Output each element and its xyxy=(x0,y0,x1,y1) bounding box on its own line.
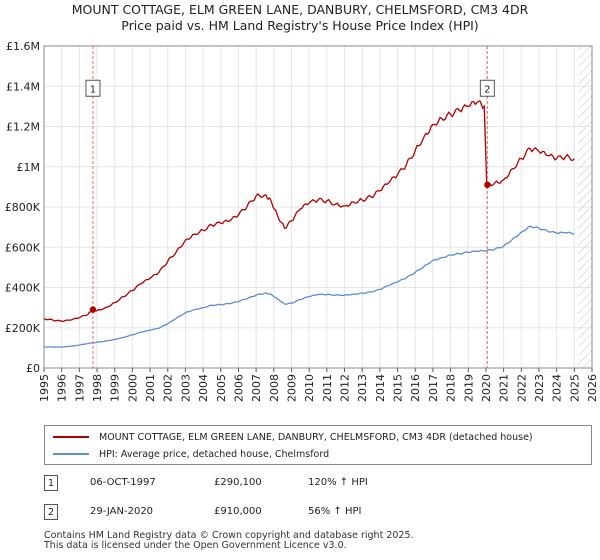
x-tick-label: 2004 xyxy=(197,374,210,402)
legend-item-property: MOUNT COTTAGE, ELM GREEN LANE, DANBURY, … xyxy=(53,429,533,445)
x-tick-label: 1996 xyxy=(56,374,69,402)
x-tick-label: 2001 xyxy=(144,374,157,402)
x-tick-label: 2016 xyxy=(409,374,422,402)
footer-line2: This data is licensed under the Open Gov… xyxy=(44,540,347,551)
x-tick-label: 1999 xyxy=(109,374,122,402)
plot-frame xyxy=(43,45,593,369)
x-tick-label: 2006 xyxy=(232,374,245,402)
hpi-line xyxy=(43,225,575,348)
footer-line1: Contains HM Land Registry data © Crown c… xyxy=(44,530,414,541)
transaction-point xyxy=(484,181,491,189)
transaction-date: 06-OCT-1997 xyxy=(90,477,156,488)
x-tick-label: 2020 xyxy=(480,374,493,402)
chart-legend: MOUNT COTTAGE, ELM GREEN LANE, DANBURY, … xyxy=(44,425,592,465)
x-tick-label: 2026 xyxy=(586,374,599,402)
x-tick-label: 2003 xyxy=(179,374,192,402)
x-tick-label: 1997 xyxy=(73,374,86,402)
y-tick-label: £1.4M xyxy=(6,80,40,93)
forecast-hatch-region xyxy=(577,46,592,368)
transaction-label: 2 xyxy=(484,84,490,95)
chart-title-line1: MOUNT COTTAGE, ELM GREEN LANE, DANBURY, … xyxy=(71,2,529,17)
transaction-badge: 2 xyxy=(44,504,58,520)
x-tick-label: 2011 xyxy=(321,374,334,402)
property-price-line xyxy=(43,100,575,323)
x-tick-label: 2010 xyxy=(303,374,316,402)
x-tick-label: 1995 xyxy=(38,374,51,402)
transaction-hpi-change: 120% ↑ HPI xyxy=(308,477,368,488)
x-tick-label: 2019 xyxy=(462,374,475,402)
x-tick-label: 2002 xyxy=(162,374,175,402)
transaction-price: £290,100 xyxy=(214,477,262,488)
transaction-price: £910,000 xyxy=(214,506,262,517)
x-tick-label: 2009 xyxy=(285,374,298,402)
transaction-label-box xyxy=(85,79,101,97)
y-tick-label: £1M xyxy=(17,161,41,174)
transaction-badge: 1 xyxy=(44,475,58,491)
legend-item-hpi: HPI: Average price, detached house, Chel… xyxy=(53,446,329,462)
x-tick-label: 2017 xyxy=(427,374,440,402)
legend-swatch-hpi xyxy=(53,453,89,455)
x-tick-label: 2007 xyxy=(250,374,263,402)
x-tick-label: 2000 xyxy=(126,374,139,402)
y-tick-label: £0 xyxy=(26,362,40,375)
y-tick-label: £1.6M xyxy=(6,40,40,53)
x-tick-label: 2023 xyxy=(533,374,546,402)
chart-title-line2: Price paid vs. HM Land Registry's House … xyxy=(121,18,479,33)
x-tick-label: 2022 xyxy=(515,374,528,402)
y-tick-label: £1.2M xyxy=(6,121,40,134)
x-tick-label: 2005 xyxy=(215,374,228,402)
x-tick-label: 2015 xyxy=(392,374,405,402)
y-tick-label: £800K xyxy=(5,201,41,214)
transaction-hpi-change: 56% ↑ HPI xyxy=(308,506,362,517)
x-tick-label: 2013 xyxy=(356,374,369,402)
transaction-point xyxy=(89,306,97,313)
legend-label-hpi: HPI: Average price, detached house, Chel… xyxy=(99,448,330,460)
price-chart: £0 £200K £400K £600K £800K £1M £1.2M £1.4M £1.6M… xyxy=(5,40,599,402)
x-tick-label: 1998 xyxy=(91,374,104,402)
legend-label-property: MOUNT COTTAGE, ELM GREEN LANE, DANBURY, … xyxy=(99,431,533,443)
x-tick-label: 2012 xyxy=(339,374,352,402)
y-tick-label: £600K xyxy=(5,241,41,254)
y-tick-label: £400K xyxy=(5,282,41,295)
x-tick-label: 2024 xyxy=(551,374,564,402)
legend-swatch-property xyxy=(53,436,89,438)
x-tick-label: 2008 xyxy=(268,374,281,402)
transaction-date: 29-JAN-2020 xyxy=(90,506,154,517)
x-tick-label: 2025 xyxy=(568,374,581,402)
footer-attribution: Contains HM Land Registry data © Crown c… xyxy=(44,531,414,551)
x-tick-label: 2014 xyxy=(374,374,387,402)
x-tick-label: 2018 xyxy=(445,374,458,402)
transaction-label: 1 xyxy=(90,84,96,95)
x-tick-label: 2021 xyxy=(498,374,511,402)
y-tick-label: £200K xyxy=(5,322,41,335)
transaction-label-box xyxy=(479,79,495,97)
